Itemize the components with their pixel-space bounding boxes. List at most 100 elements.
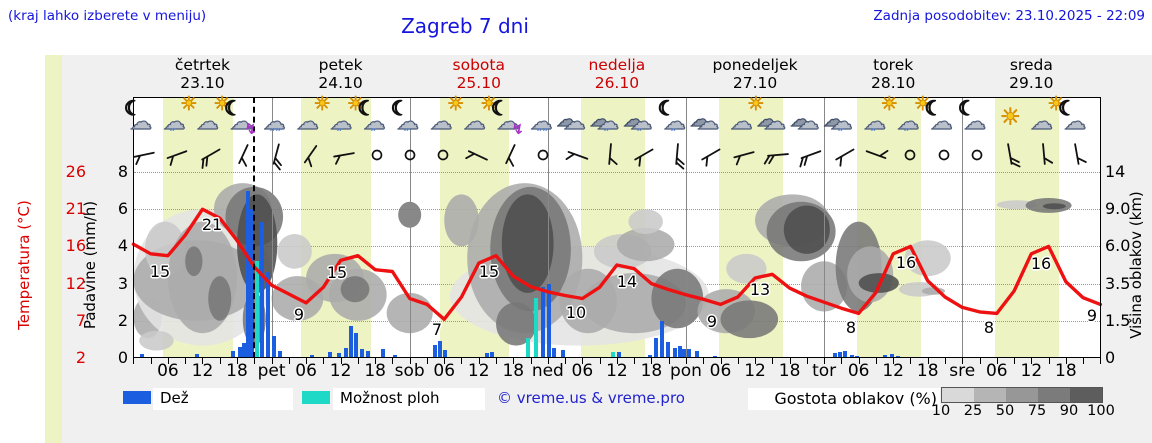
- rain-bar: [328, 352, 333, 358]
- lightning-icon: ↯: [244, 120, 258, 138]
- rain-bar: [561, 349, 566, 358]
- temp-label: 13: [749, 280, 771, 299]
- sun-icon: ☀: [313, 93, 331, 115]
- x-axis-tick: [1065, 358, 1067, 364]
- cloud-axis-tick: 14: [1105, 162, 1126, 181]
- temp-label: 16: [1030, 254, 1052, 273]
- clouds-icon: ☁ ☁: [790, 101, 827, 135]
- cloud-legend-tick: 100: [1087, 403, 1115, 419]
- cloud-icon: ☁: [730, 110, 753, 135]
- x-axis-tick: [806, 358, 808, 364]
- x-time-label: 06: [433, 361, 456, 381]
- rain-bar: [659, 320, 664, 358]
- temp-label: 15: [149, 262, 171, 281]
- sun-cloud-rain-icon: ☀ ☁ ″: [159, 94, 198, 142]
- sun-icon: ☀: [1000, 104, 1022, 131]
- rain-bar: [438, 341, 443, 358]
- copyright-link[interactable]: © vreme.us & vreme.pro: [497, 389, 685, 407]
- rain-bar: [838, 352, 843, 358]
- x-axis-tick: [237, 358, 238, 364]
- clouds-icon: ☁ ☁: [756, 101, 794, 135]
- day-name: ponedeljek: [712, 56, 798, 74]
- legend-shower-box: [333, 388, 485, 410]
- rain-bar: [194, 354, 199, 358]
- wind-barb-icon: [333, 152, 355, 165]
- x-axis-tick: [979, 358, 981, 364]
- precip-axis-tick: 0: [117, 348, 128, 367]
- lightning-icon: ↯: [511, 120, 524, 138]
- rain-bar: [433, 344, 437, 358]
- rain-bar: [895, 355, 900, 358]
- rain-bar: [890, 354, 895, 358]
- cloud-icon: ☁: [630, 110, 653, 135]
- cloud-axis-tick: 3.5: [1105, 273, 1131, 293]
- x-axis-tick: [893, 358, 895, 364]
- calm-wind-icon: [371, 149, 382, 161]
- temp-axis-tick: 7: [75, 310, 86, 330]
- cloud-icon: ☁: [430, 110, 453, 135]
- cloud-icon: ☁: [163, 110, 186, 135]
- x-time-label: 12: [329, 361, 352, 381]
- sun-icon: ☀: [880, 93, 898, 115]
- cloud-icon: ☁: [790, 107, 811, 131]
- temp-label: 9: [706, 312, 718, 331]
- rain-bar: [694, 350, 699, 358]
- clouds-rain-icon: ☁ ☁ ″: [623, 101, 660, 142]
- rain-bar: [647, 355, 652, 358]
- x-time-label: 06: [295, 361, 317, 381]
- cloud-icon: ☁: [596, 110, 620, 135]
- x-time-label: 06: [709, 361, 732, 381]
- cloud-icon: ☁: [330, 110, 353, 135]
- rain-bar: [366, 350, 371, 358]
- rain-bar: [354, 332, 359, 358]
- temp-label: 10: [565, 303, 587, 322]
- sun-icon: ☀: [447, 93, 465, 115]
- rain-bar: [849, 355, 854, 358]
- x-axis-tick: [271, 358, 273, 364]
- x-axis-tick: [824, 358, 826, 364]
- day-name: sreda: [1009, 56, 1053, 74]
- x-axis-tick: [944, 358, 946, 364]
- cloud-axis-tick: 1.5: [1105, 310, 1131, 330]
- rain-bar: [381, 348, 386, 358]
- rain-bar: [393, 355, 398, 358]
- day-date: 28.10: [870, 74, 916, 92]
- wind-barb-icon: [167, 150, 188, 166]
- temp-axis-tick: 12: [65, 273, 86, 293]
- cloud-icon: ☁: [589, 107, 611, 131]
- x-axis-tick: [772, 358, 774, 364]
- moon-icon: ☾: [357, 96, 376, 120]
- temp-axis-tick: 21: [65, 199, 86, 219]
- x-time-label: 12: [882, 361, 904, 381]
- moon-icon: ☾: [390, 96, 409, 120]
- x-axis-tick: [616, 358, 618, 364]
- sun-icon: ☀: [914, 93, 932, 115]
- cloud-icon: ☁: [863, 110, 886, 135]
- temp-label: 8: [983, 318, 995, 337]
- shower-bar: [610, 352, 615, 358]
- sun-cloud-rain-icon: ☀ ☁ ″: [893, 94, 932, 142]
- x-axis-tick: [167, 358, 169, 364]
- cloud-icon: ☁: [930, 110, 953, 135]
- x-axis-tick: [409, 358, 411, 364]
- moon-cloud-lightning-icon: ☾ ☁ ↯: [490, 97, 527, 138]
- x-axis-tick: [737, 358, 739, 364]
- x-axis-tick: [392, 358, 394, 364]
- x-axis-tick: [910, 358, 912, 364]
- x-time-label: 06: [157, 361, 179, 381]
- rain-bar: [140, 354, 145, 358]
- current-time-line: [253, 97, 256, 358]
- cloud-legend-tick: 50: [995, 403, 1015, 419]
- x-time-label: 12: [1020, 361, 1043, 381]
- sun-cloud-rain-icon: ☀ ☁ ″: [326, 94, 365, 142]
- rain-bar: [343, 347, 348, 358]
- x-axis-tick: [1031, 358, 1033, 364]
- wind-barb-icon: [834, 148, 854, 167]
- sun-icon: ☀: [993, 101, 1027, 135]
- x-time-label: 18: [1055, 361, 1077, 381]
- moon-cloud-icon: ☾ ☁: [957, 97, 994, 135]
- cloud-icon: ☁: [530, 110, 553, 135]
- rain-bar: [336, 353, 341, 358]
- x-time-label: 12: [191, 361, 214, 381]
